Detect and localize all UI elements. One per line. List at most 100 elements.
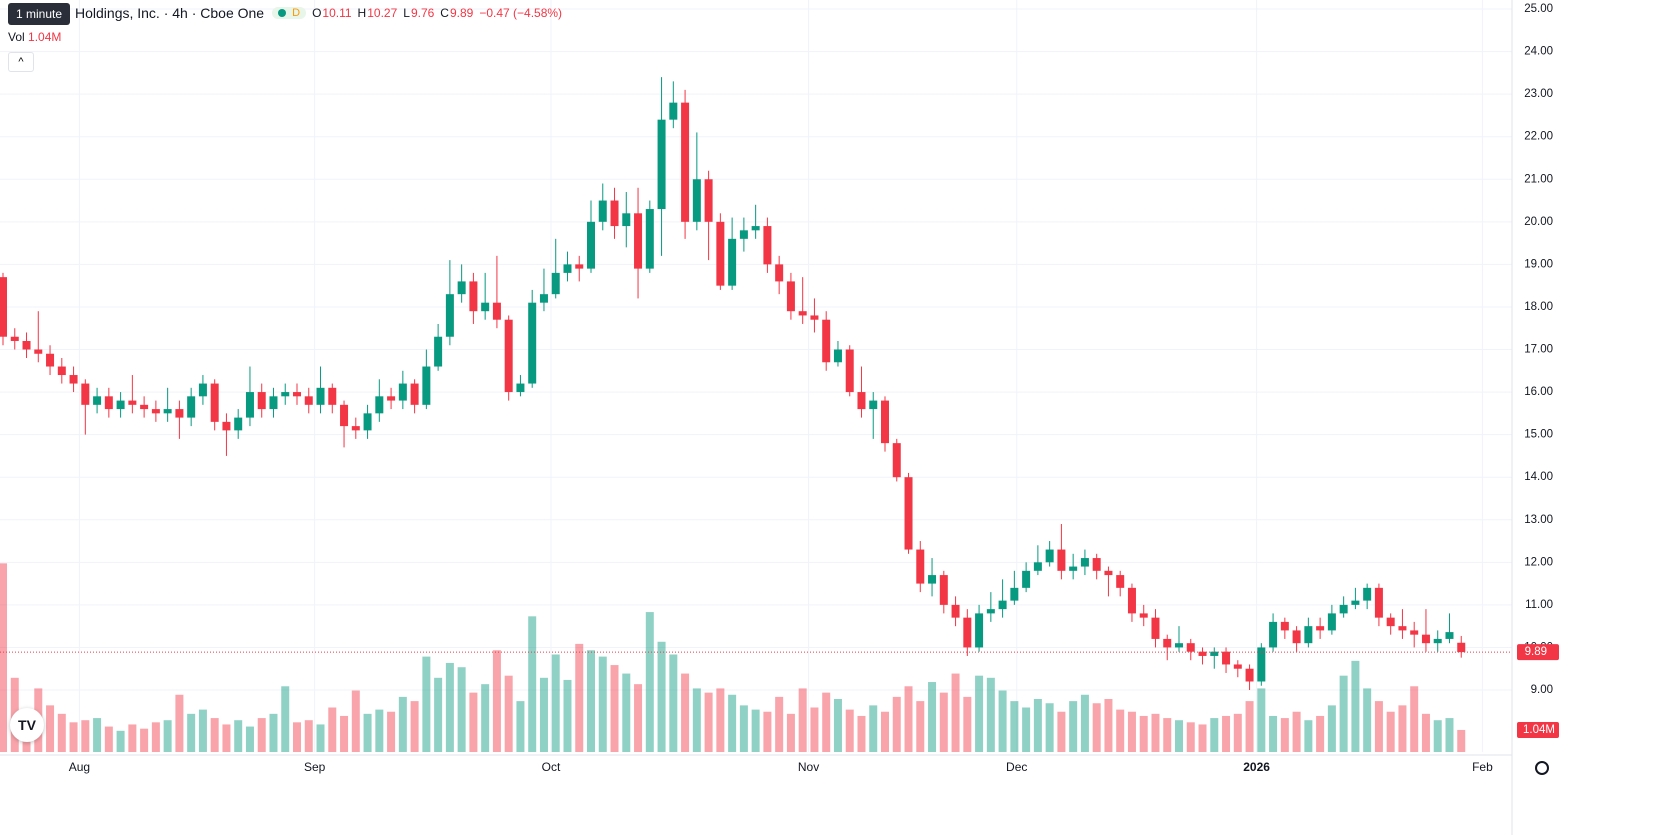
- settings-icon[interactable]: [1535, 761, 1549, 775]
- volume-bar: [598, 656, 607, 752]
- volume-bar: [539, 677, 548, 752]
- candle-body: [916, 549, 925, 584]
- volume-bar: [304, 720, 313, 752]
- candle-body: [1151, 617, 1160, 639]
- candle-body: [492, 302, 501, 320]
- symbol-title[interactable]: Holdings, Inc. · 4h · Cboe One: [75, 5, 265, 21]
- volume-bar: [575, 643, 584, 752]
- volume-bar: [1245, 701, 1254, 752]
- volume-label: 1.04M: [1523, 724, 1555, 736]
- candle-body: [704, 179, 713, 222]
- volume-bar: [1010, 701, 1019, 752]
- volume-bar: [1151, 713, 1160, 752]
- y-tick-label: 20.00: [1524, 216, 1553, 228]
- candle-body: [528, 302, 537, 384]
- volume-bar: [234, 720, 243, 752]
- volume-bar: [398, 696, 407, 752]
- candle-body: [669, 102, 678, 120]
- candle-body: [69, 375, 78, 384]
- change: −0.47 (−4.58%): [479, 6, 563, 20]
- candle-body: [1304, 626, 1313, 644]
- volume-bar: [340, 715, 349, 752]
- logo[interactable]: TV: [10, 708, 44, 742]
- volume-bar: [516, 701, 525, 752]
- volume-bar: [634, 684, 643, 752]
- volume-bar: [775, 696, 784, 752]
- candle-body: [198, 383, 207, 397]
- candle-body: [634, 213, 643, 269]
- candle-body: [1421, 634, 1430, 644]
- candle-body: [234, 417, 243, 431]
- candle-body: [728, 238, 737, 286]
- volume-bar: [986, 677, 995, 752]
- candle-body: [93, 396, 102, 405]
- candle-body: [951, 604, 960, 618]
- candle-body: [539, 294, 548, 303]
- volume-bar: [363, 713, 372, 752]
- candle-body: [975, 613, 984, 648]
- collapse-button[interactable]: ^: [8, 52, 34, 72]
- volume-bar: [822, 692, 831, 752]
- volume-bar: [610, 665, 619, 752]
- volume-bar: [1374, 701, 1383, 752]
- volume-bar: [1186, 722, 1195, 752]
- candle-body: [445, 294, 454, 337]
- candle-body: [751, 226, 760, 231]
- candle-body: [845, 349, 854, 393]
- volume-bar: [198, 709, 207, 752]
- candle-body: [551, 272, 560, 295]
- candle-body: [939, 575, 948, 605]
- volume-bar: [657, 641, 666, 752]
- volume-bar: [1292, 711, 1301, 752]
- x-tick-label: Feb: [1472, 760, 1493, 774]
- candle-body: [22, 340, 31, 350]
- candle-body: [822, 319, 831, 363]
- o-val: 10.11: [322, 6, 352, 20]
- c-key: C: [440, 6, 449, 20]
- candle-body: [1292, 630, 1301, 644]
- volume-bar: [716, 688, 725, 752]
- y-tick-label: 17.00: [1524, 344, 1553, 356]
- candle-body: [1139, 613, 1148, 618]
- volume-bar: [1327, 705, 1336, 752]
- candle-body: [904, 477, 913, 550]
- volume-bar: [681, 673, 690, 752]
- candle-body: [1057, 549, 1066, 571]
- volume-bar: [1033, 699, 1042, 752]
- volume-bar: [704, 692, 713, 752]
- candle-body: [786, 281, 795, 312]
- volume-bar: [281, 686, 290, 752]
- candle-body: [128, 400, 137, 405]
- volume-bar: [798, 688, 807, 752]
- volume-bar: [1398, 705, 1407, 752]
- legend: Holdings, Inc. · 4h · Cboe One D O 10.11 …: [8, 5, 562, 21]
- vol-val: 1.04M: [28, 30, 62, 44]
- volume-bar: [975, 675, 984, 752]
- volume-bar: [492, 650, 501, 752]
- volume-bar: [1421, 713, 1430, 752]
- volume-bar: [1080, 694, 1089, 752]
- candle-body: [587, 221, 595, 269]
- candle-body: [222, 421, 231, 431]
- volume-bar: [528, 616, 537, 752]
- volume-bar: [1316, 715, 1325, 752]
- candle-body: [657, 119, 666, 210]
- volume-bar: [81, 720, 90, 752]
- candle-body: [645, 209, 654, 269]
- status-pill: D: [272, 7, 307, 19]
- volume-bar: [751, 709, 760, 752]
- y-tick-label: 23.00: [1524, 88, 1553, 100]
- volume-bar: [504, 675, 513, 752]
- y-tick-label: 21.00: [1524, 173, 1553, 185]
- volume-bar: [810, 707, 819, 752]
- candle-body: [1033, 562, 1042, 571]
- y-tick-label: 24.00: [1524, 46, 1553, 58]
- candle-body: [892, 443, 901, 478]
- candle-body: [1069, 566, 1078, 571]
- volume-bar: [328, 707, 337, 752]
- candle-body: [10, 336, 19, 341]
- volume-bar: [46, 705, 55, 752]
- session: D: [292, 7, 301, 19]
- volume-bar: [563, 679, 572, 752]
- volume-bar: [434, 677, 443, 752]
